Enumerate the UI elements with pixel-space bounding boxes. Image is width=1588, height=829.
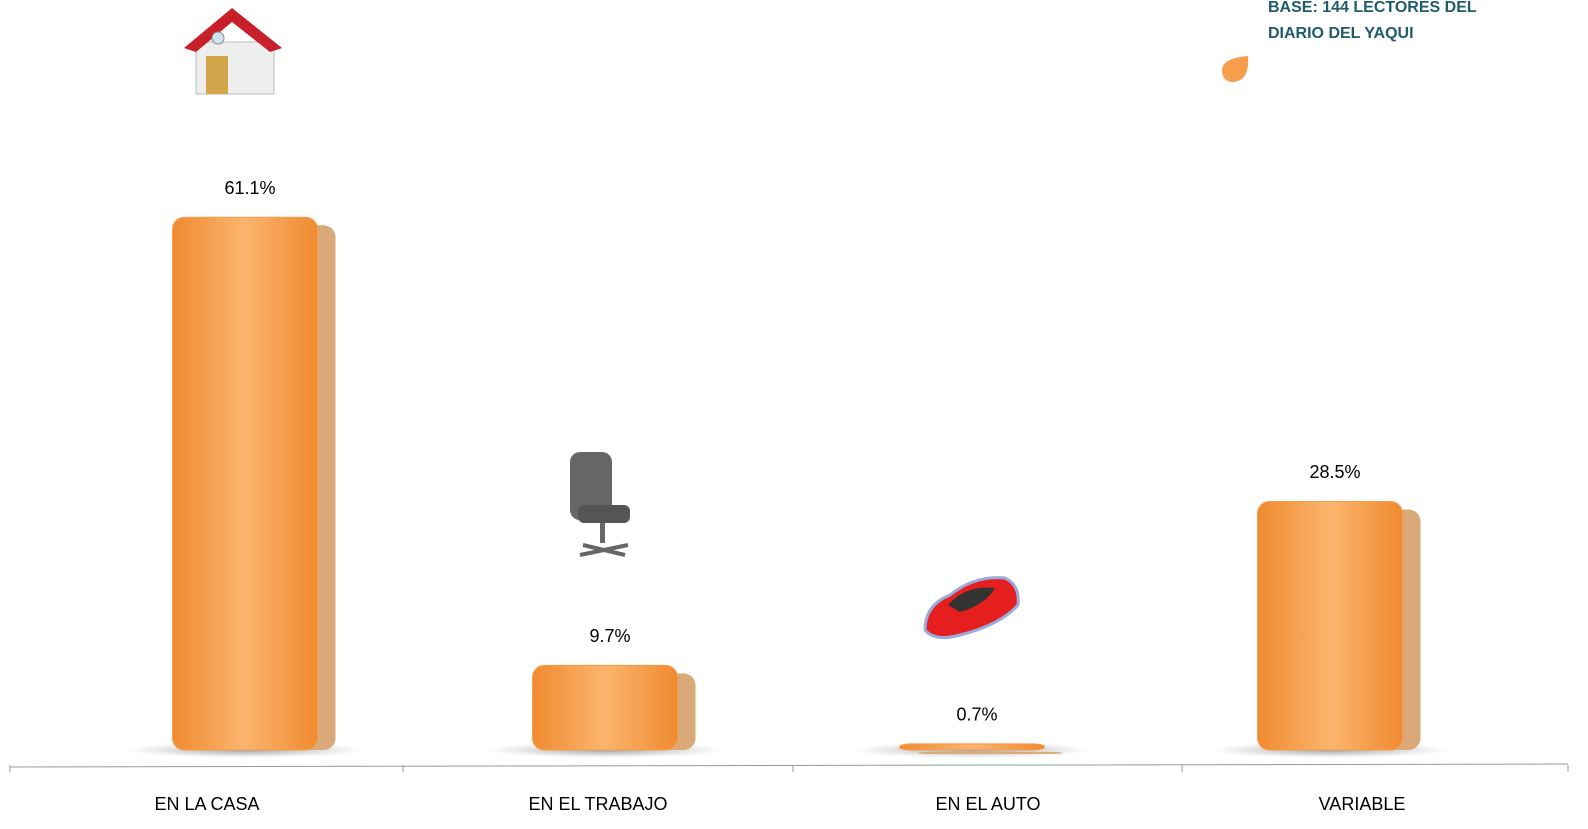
annotation: BASE: 144 LECTORES DEL	[1268, 0, 1477, 16]
bar	[532, 664, 678, 751]
value-label: 9.7%	[589, 626, 630, 646]
x-tick-label: EN EL AUTO	[935, 794, 1040, 814]
x-tick-label: EN LA CASA	[154, 794, 259, 814]
x-axis	[9, 763, 1569, 768]
bar	[172, 216, 318, 751]
x-tick-label: EN EL TRABAJO	[528, 794, 667, 814]
x-tick-label: VARIABLE	[1319, 794, 1406, 814]
bar	[899, 743, 1045, 751]
chair-icon	[570, 452, 630, 557]
bar-side	[917, 751, 1063, 754]
value-label: 61.1%	[224, 178, 275, 198]
legend-marker	[1222, 56, 1249, 82]
house-icon	[184, 8, 282, 95]
car-icon	[923, 576, 1020, 640]
value-label: 0.7%	[956, 705, 997, 725]
bar	[1257, 500, 1403, 751]
annotation: DIARIO DEL YAQUI	[1268, 25, 1414, 42]
value-label: 28.5%	[1309, 462, 1360, 482]
